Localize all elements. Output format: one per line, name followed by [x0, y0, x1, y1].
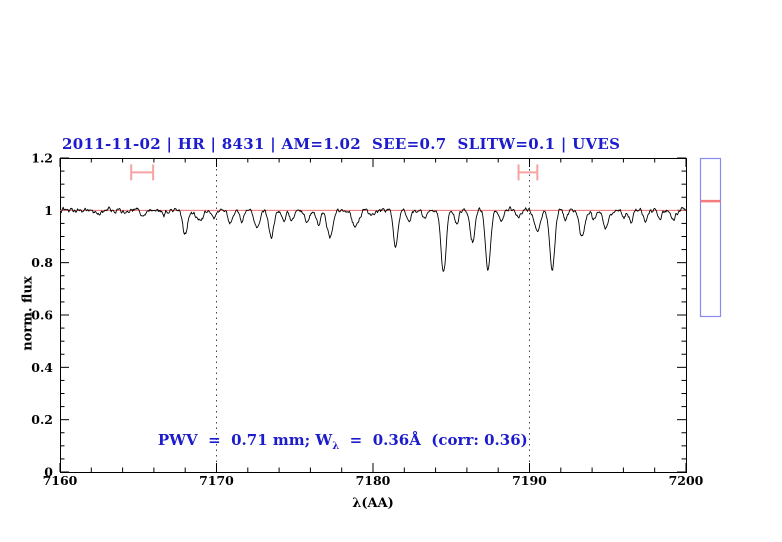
pwv-annotation-sub: λ — [332, 441, 340, 452]
y-tick-label: 0.2 — [31, 412, 53, 427]
y-tick-label: 0.4 — [31, 360, 53, 375]
x-tick-label: 7160 — [43, 473, 78, 488]
x-tick-label: 7170 — [199, 473, 234, 488]
x-tick-label: 7180 — [356, 473, 391, 488]
x-tick-label: 7200 — [669, 473, 704, 488]
side-gauge — [699, 157, 722, 318]
spectrum-trace — [59, 206, 687, 272]
y-tick-label: 1.2 — [31, 151, 53, 166]
pwv-annotation-pre: PWV = 0.71 mm; W — [157, 431, 333, 449]
x-axis-label: λ(AA) — [352, 496, 394, 511]
y-tick-label: 1 — [44, 203, 53, 218]
pwv-annotation: PWV = 0.71 mm; Wλ = 0.36Å (corr: 0.36) — [137, 413, 528, 470]
y-tick-label: 0.8 — [31, 255, 53, 270]
y-tick-label: 0 — [44, 465, 53, 480]
plot-title: 2011-11-02 | HR | 8431 | AM=1.02 SEE=0.7… — [62, 135, 621, 153]
x-tick-label: 7190 — [512, 473, 547, 488]
pwv-annotation-post: = 0.36Å (corr: 0.36) — [339, 431, 528, 449]
y-tick-label: 0.6 — [31, 308, 53, 323]
